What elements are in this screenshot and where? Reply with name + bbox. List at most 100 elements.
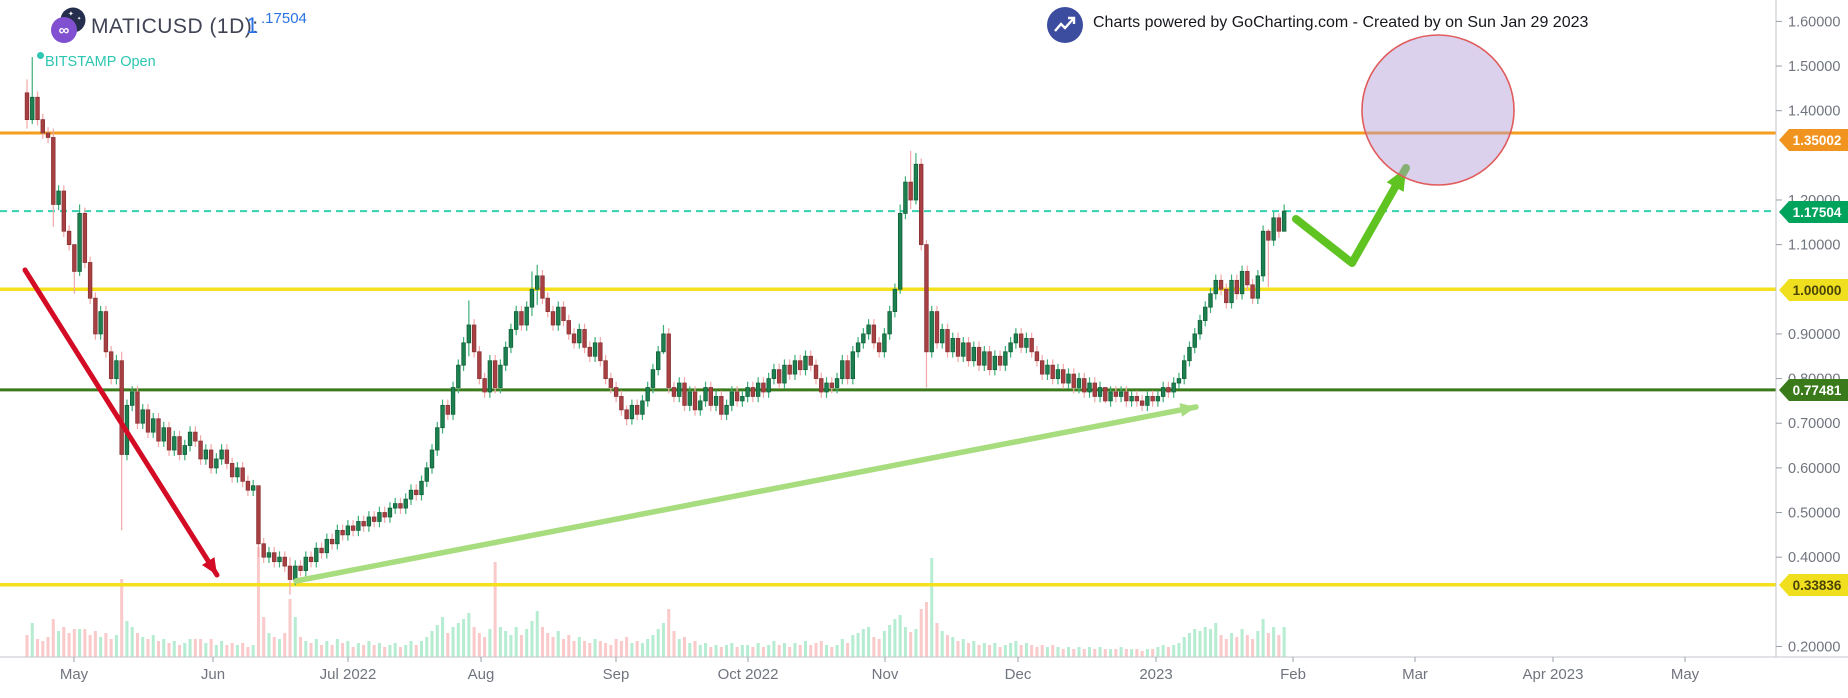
candle-body bbox=[345, 525, 351, 536]
candle-body bbox=[1234, 279, 1239, 295]
candle-body bbox=[719, 396, 724, 415]
gocharting-logo-icon[interactable]: ✦ ✦ ✦ ∞ bbox=[48, 6, 88, 46]
price-badge bbox=[1779, 201, 1848, 223]
downtrend-arrow[interactable] bbox=[22, 267, 220, 578]
candle-body bbox=[492, 360, 498, 388]
svg-text:✦: ✦ bbox=[68, 10, 74, 18]
time-tick-label: Mar bbox=[1402, 666, 1428, 683]
volume-bar bbox=[1198, 631, 1202, 657]
candle-body bbox=[1050, 364, 1055, 379]
axes[interactable]: 1.600001.500001.400001.200001.100000.900… bbox=[0, 0, 1848, 683]
candle-body bbox=[371, 516, 377, 522]
candle-body bbox=[129, 391, 135, 406]
volume-bar bbox=[293, 617, 297, 657]
candle-body bbox=[508, 329, 514, 348]
volume-bar bbox=[782, 643, 786, 657]
candle-body bbox=[30, 96, 35, 121]
volume-bar bbox=[262, 617, 266, 657]
volume-bar bbox=[704, 643, 708, 657]
candle-body bbox=[687, 391, 692, 406]
candle-body bbox=[855, 342, 861, 353]
candle-body bbox=[940, 329, 945, 344]
candle-body bbox=[361, 521, 366, 527]
svg-text:✦: ✦ bbox=[77, 16, 81, 22]
volume-bar bbox=[1088, 647, 1092, 657]
candle-body bbox=[1134, 396, 1140, 402]
candle-body bbox=[782, 364, 787, 384]
drawing-annotations[interactable] bbox=[22, 34, 1515, 584]
volume-bar bbox=[504, 631, 508, 657]
candle-body bbox=[755, 382, 761, 397]
horizontal-price-lines[interactable] bbox=[0, 131, 1776, 587]
volume-bar bbox=[325, 641, 329, 657]
volume-bar bbox=[425, 637, 429, 657]
candlestick-series bbox=[24, 57, 1287, 595]
candle-body bbox=[382, 512, 387, 518]
volume-bar bbox=[751, 647, 755, 657]
candle-body bbox=[571, 333, 577, 344]
volume-bar bbox=[525, 629, 529, 657]
volume-bar bbox=[793, 643, 797, 657]
volume-bar bbox=[877, 639, 881, 657]
volume-bar bbox=[362, 645, 366, 657]
uptrend-arrow[interactable] bbox=[293, 404, 1199, 584]
candle-body bbox=[35, 96, 40, 121]
candle-body bbox=[1218, 279, 1224, 290]
candle-body bbox=[876, 342, 882, 353]
candle-body bbox=[771, 369, 777, 379]
volume-bar bbox=[1077, 647, 1081, 657]
volume-bar bbox=[451, 627, 455, 657]
volume-bar bbox=[72, 629, 76, 657]
arrowhead bbox=[1179, 403, 1196, 417]
candle-body bbox=[250, 485, 256, 491]
volume-bar bbox=[335, 639, 339, 657]
volume-bar bbox=[109, 639, 113, 657]
volume-bar bbox=[735, 647, 739, 657]
candle-body bbox=[650, 369, 656, 388]
candle-body bbox=[577, 329, 582, 344]
target-zone-ellipse[interactable] bbox=[1361, 34, 1515, 186]
volume-bar bbox=[435, 625, 439, 657]
volume-bar bbox=[446, 633, 450, 657]
candle-body bbox=[1097, 387, 1103, 397]
arrowhead bbox=[202, 557, 217, 575]
volume-bar bbox=[183, 643, 187, 657]
volume-bar bbox=[330, 645, 334, 657]
candle-body bbox=[908, 181, 913, 201]
candle-body bbox=[671, 387, 677, 397]
candle-body bbox=[140, 409, 145, 424]
volume-bar bbox=[267, 633, 271, 657]
price-badge bbox=[1779, 379, 1848, 401]
volume-bar bbox=[1230, 633, 1234, 657]
volume-bar bbox=[756, 643, 760, 657]
volume-bar bbox=[967, 643, 971, 657]
volume-bar bbox=[767, 645, 771, 657]
candle-body bbox=[256, 485, 261, 545]
candle-body bbox=[356, 521, 361, 531]
price-badge-label: 1.00000 bbox=[1793, 283, 1842, 298]
candle-body bbox=[1071, 373, 1076, 388]
candle-body bbox=[929, 311, 934, 353]
price-badge bbox=[1779, 129, 1848, 151]
volume-bar bbox=[1019, 645, 1023, 657]
svg-text:∞: ∞ bbox=[59, 22, 70, 39]
volume-bar bbox=[1203, 627, 1207, 657]
volume-bar bbox=[472, 627, 476, 657]
volume-bar bbox=[199, 639, 203, 657]
time-tick-label: Nov bbox=[872, 666, 899, 683]
volume-bar bbox=[1251, 639, 1255, 657]
candle-body bbox=[592, 342, 598, 357]
candle-body bbox=[729, 391, 735, 406]
volume-bar bbox=[540, 627, 544, 657]
volume-bar bbox=[188, 639, 192, 657]
projection-zigzag-arrow[interactable] bbox=[1292, 164, 1410, 267]
candle-body bbox=[1076, 378, 1082, 388]
volume-bar bbox=[130, 627, 134, 657]
candle-body bbox=[834, 378, 840, 388]
candle-body bbox=[198, 440, 203, 460]
volume-bar bbox=[404, 645, 408, 657]
candle-body bbox=[913, 163, 919, 201]
candle-body bbox=[987, 351, 992, 371]
volume-bar bbox=[225, 645, 229, 657]
